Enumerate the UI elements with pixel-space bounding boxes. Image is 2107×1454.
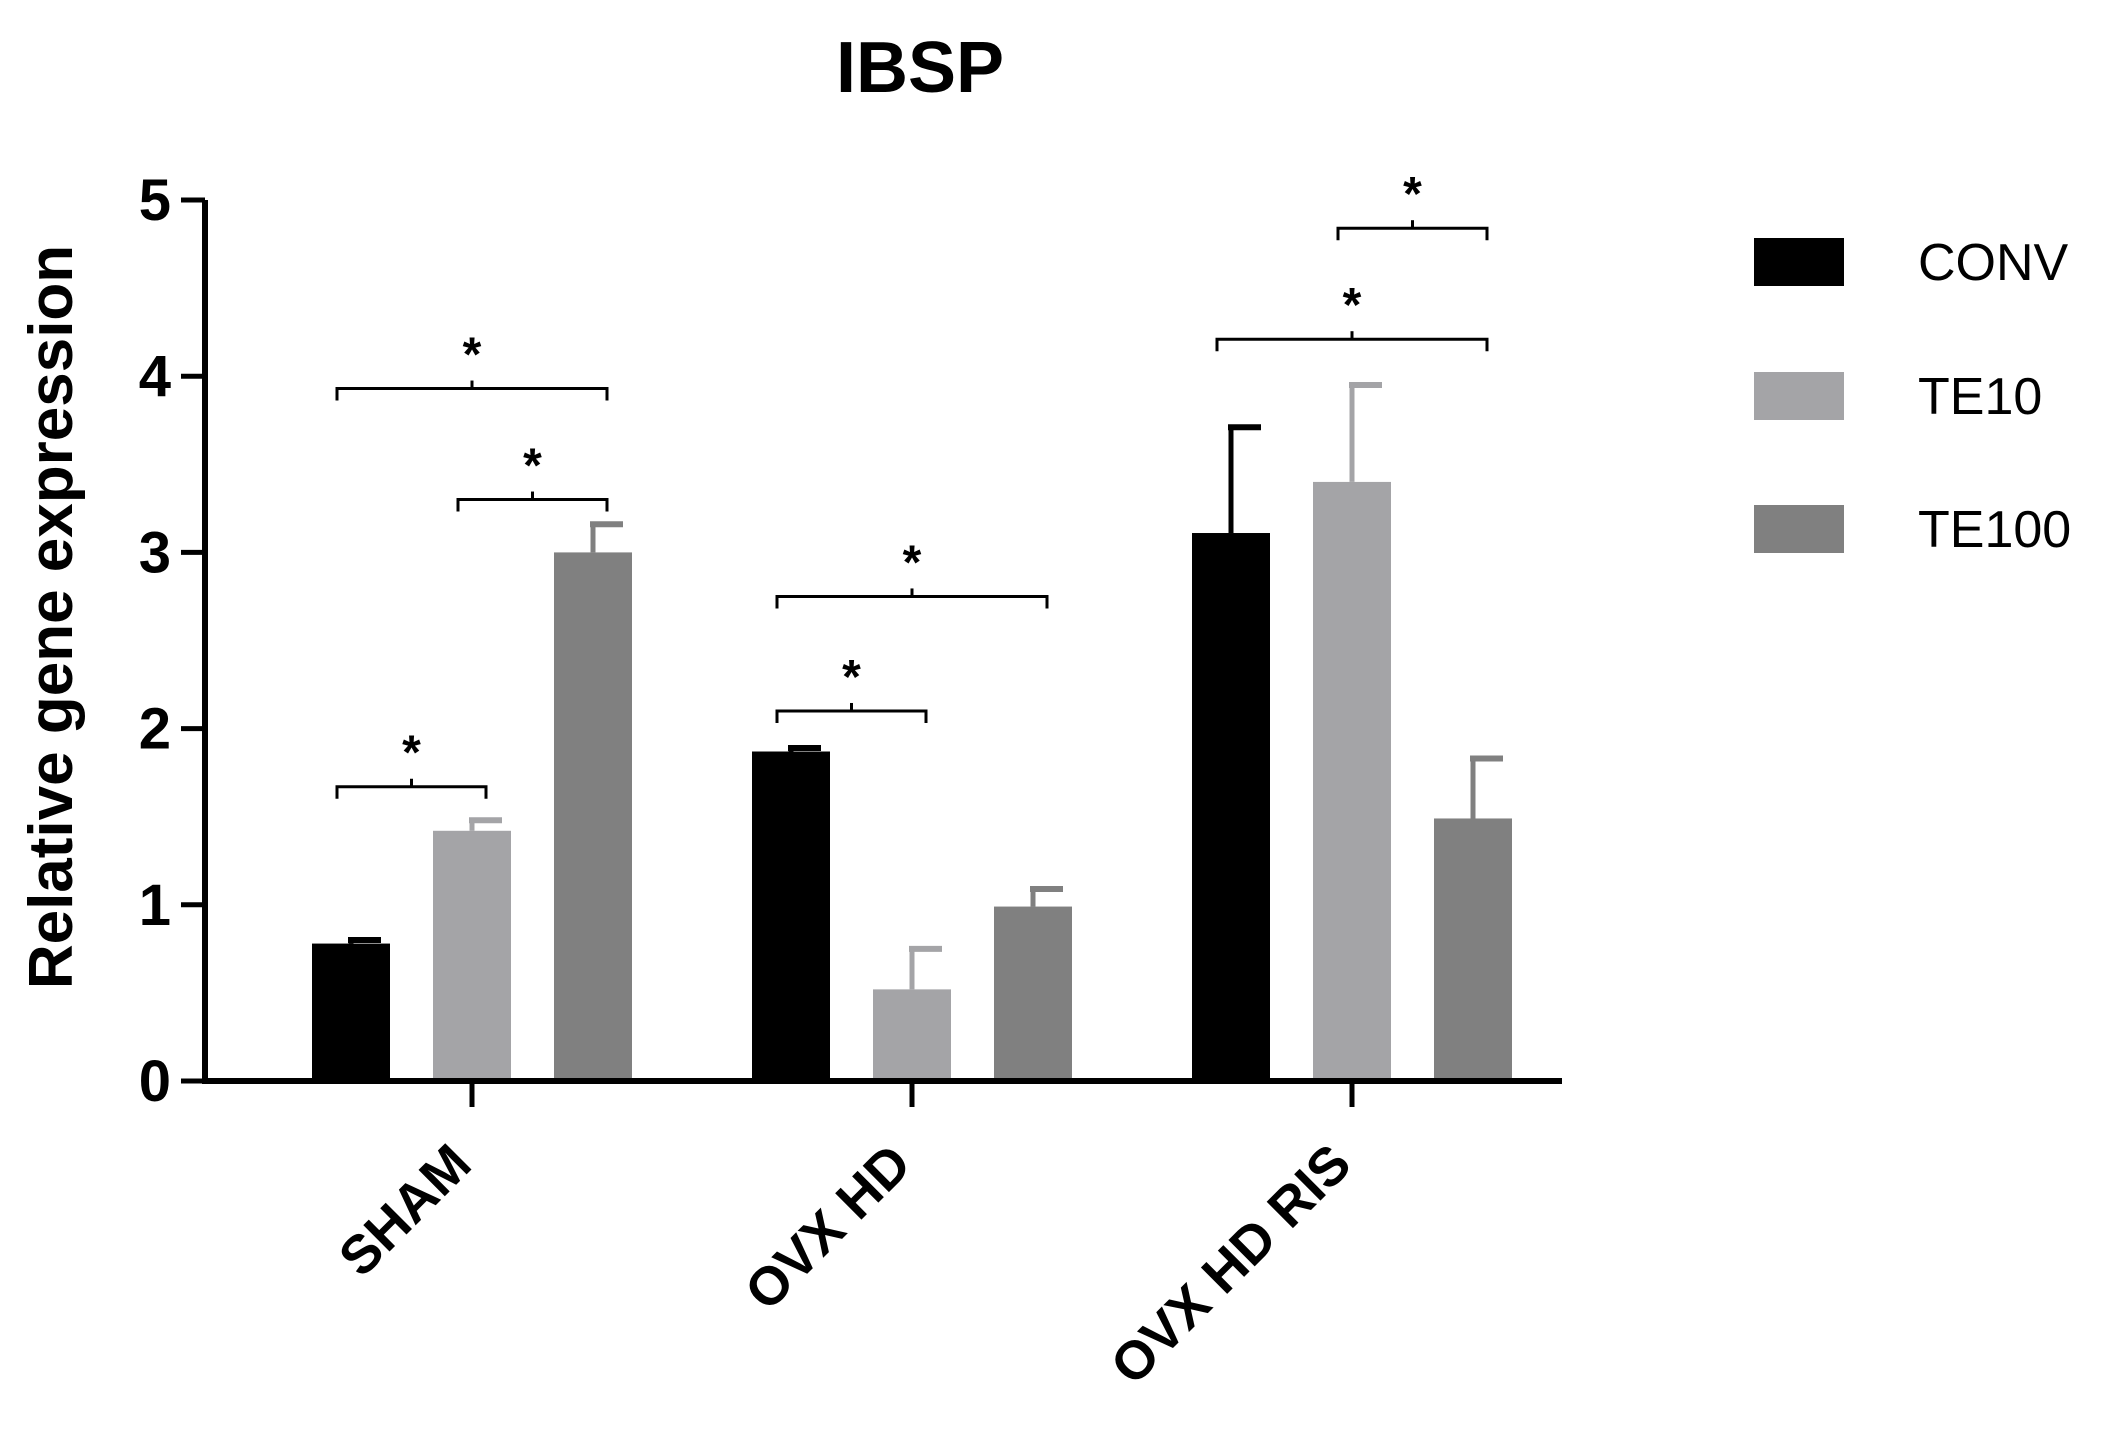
significance-star: * xyxy=(463,329,482,382)
error-bars-group xyxy=(348,382,1503,990)
legend-swatch-te100 xyxy=(1754,505,1844,553)
significance-bracket xyxy=(456,498,609,512)
significance-bracket xyxy=(775,594,1049,609)
x-axis-ticks: SHAM OVX HD OVX HD RIS xyxy=(328,1081,1362,1396)
significance-star: * xyxy=(842,651,861,704)
bars-group xyxy=(312,481,1512,1081)
legend-swatch-conv xyxy=(1754,238,1844,286)
significance-bracket xyxy=(1336,226,1489,241)
significance-star: * xyxy=(402,727,421,780)
bar-conv-2 xyxy=(1192,533,1270,1081)
axes-group xyxy=(202,200,1562,1084)
significance-group: * * * * * * * xyxy=(335,168,1489,799)
significance-bracket xyxy=(335,387,609,401)
y-tick-label: 1 xyxy=(139,873,171,938)
legend: CONV TE10 TE100 xyxy=(1754,234,2071,559)
significance-bracket xyxy=(1215,337,1489,352)
significance-star: * xyxy=(1403,168,1422,221)
legend-label-te100: TE100 xyxy=(1918,501,2071,559)
chart-title: IBSP xyxy=(836,28,1004,108)
x-tick-label: OVX HD xyxy=(734,1133,923,1322)
legend-swatch-te10 xyxy=(1754,372,1844,420)
bar-te100-2 xyxy=(1434,818,1512,1081)
bar-te100-0 xyxy=(554,552,632,1081)
bar-te100-1 xyxy=(994,906,1072,1081)
bar-conv-1 xyxy=(752,751,830,1081)
bar-te10-0 xyxy=(433,830,511,1081)
y-axis-label: Relative gene expression xyxy=(17,245,86,989)
y-tick-label: 2 xyxy=(139,697,171,762)
x-tick-label: SHAM xyxy=(328,1133,483,1288)
significance-bracket xyxy=(335,785,488,799)
bar-te10-1 xyxy=(873,989,951,1081)
y-axis: 0 1 2 3 4 5 xyxy=(139,168,205,1114)
legend-label-conv: CONV xyxy=(1918,234,2069,292)
legend-label-te10: TE10 xyxy=(1918,368,2042,426)
significance-star: * xyxy=(1343,279,1362,332)
y-tick-label: 3 xyxy=(139,520,171,585)
bar-te10-2 xyxy=(1313,481,1391,1081)
bar-conv-0 xyxy=(312,943,390,1081)
x-tick-label: OVX HD RIS xyxy=(1099,1133,1362,1396)
significance-bracket xyxy=(775,709,928,723)
y-tick-label: 4 xyxy=(139,344,171,409)
y-tick-label: 5 xyxy=(139,168,171,233)
significance-star: * xyxy=(523,440,542,493)
significance-star: * xyxy=(903,536,922,589)
y-tick-label: 0 xyxy=(139,1049,171,1114)
